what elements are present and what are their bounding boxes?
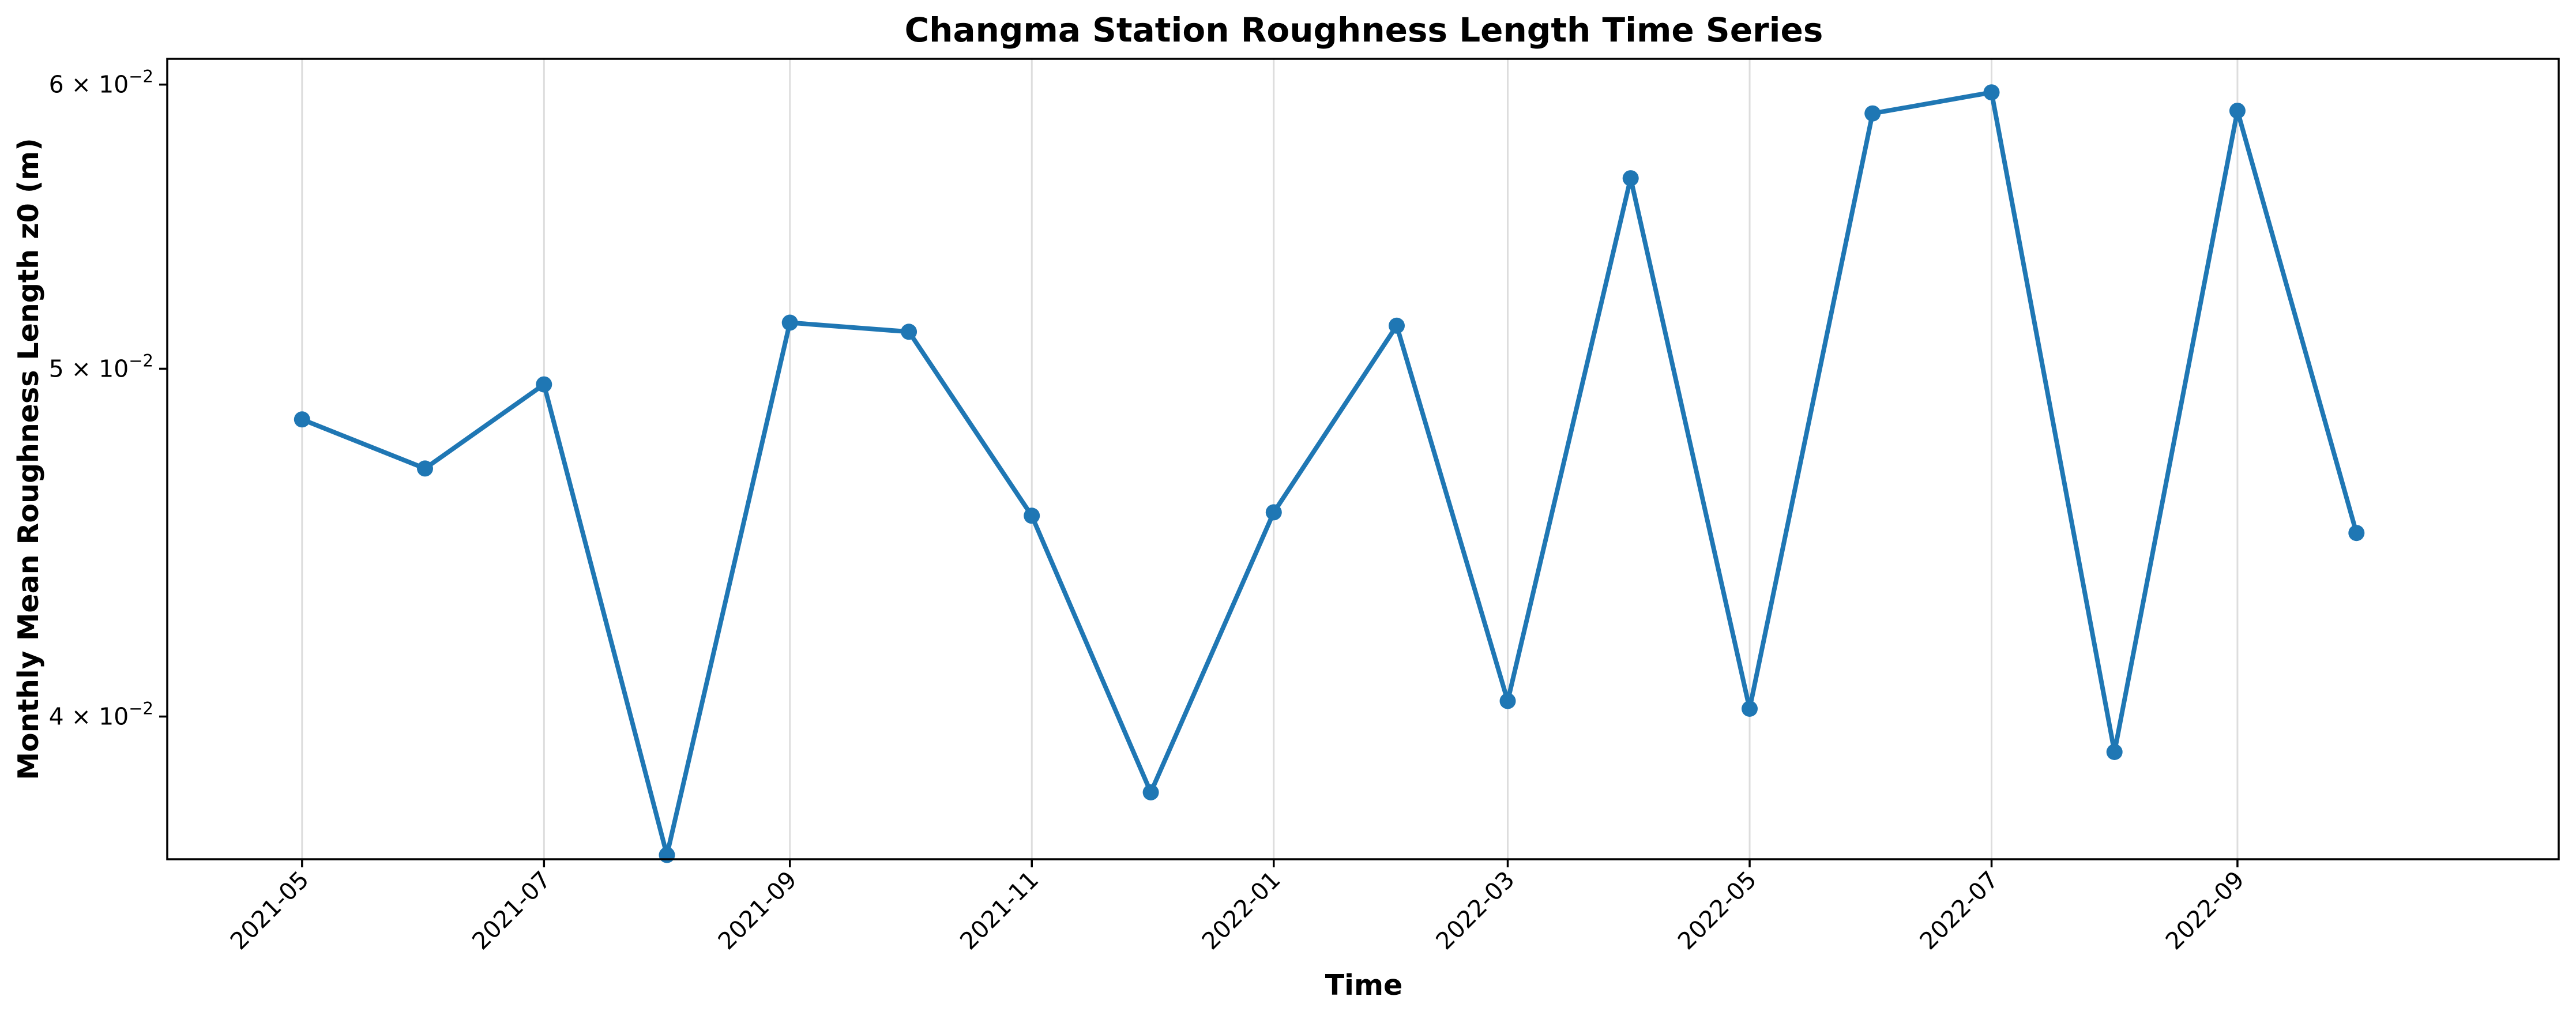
data-point	[1024, 507, 1040, 524]
chart-title: Changma Station Roughness Length Time Se…	[905, 10, 1823, 50]
data-point	[1983, 84, 2000, 101]
x-tick-label: 2022-05	[1672, 866, 1762, 955]
x-tick-label: 2021-07	[467, 866, 556, 955]
x-axis-label: Time	[1325, 969, 1403, 1002]
data-point	[2229, 103, 2246, 119]
y-axis-ticks: 4 × 10−2 5 × 10−2 6 × 10−2	[49, 67, 167, 731]
data-point	[1499, 693, 1516, 709]
grid-lines	[301, 59, 2239, 859]
x-tick-label: 2022-03	[1431, 866, 1520, 955]
x-tick-label: 2022-01	[1197, 866, 1286, 955]
y-tick-label: 4 × 10−2	[49, 699, 153, 731]
x-tick-label: 2022-07	[1915, 866, 2004, 955]
data-point	[294, 411, 310, 428]
data-point	[1389, 317, 1405, 334]
data-point	[1622, 170, 1639, 187]
x-tick-label: 2021-11	[954, 866, 1044, 955]
data-point	[1742, 701, 1758, 717]
data-point	[1142, 784, 1159, 800]
y-tick-label: 6 × 10−2	[49, 67, 153, 99]
data-point	[781, 314, 798, 331]
data-point	[901, 324, 917, 340]
data-point	[659, 847, 675, 863]
series-line	[299, 90, 2359, 858]
data-point	[417, 460, 433, 477]
x-tick-label: 2021-09	[713, 866, 802, 955]
series-group	[294, 84, 2365, 863]
data-point	[1265, 504, 1282, 521]
x-tick-label: 2022-09	[2160, 866, 2250, 955]
y-axis-label: Monthly Mean Roughness Length z0 (m)	[12, 138, 45, 780]
data-point	[2106, 744, 2123, 760]
plot-frame	[166, 58, 2560, 860]
x-axis-ticks: 2021-05 2021-07 2021-09 2021-11 2022-01 2022-…	[225, 859, 2250, 955]
data-point	[2348, 525, 2365, 542]
data-point	[1864, 105, 1881, 122]
y-tick-label: 5 × 10−2	[49, 351, 153, 382]
x-tick-label: 2021-05	[225, 866, 314, 955]
data-point	[536, 376, 552, 393]
